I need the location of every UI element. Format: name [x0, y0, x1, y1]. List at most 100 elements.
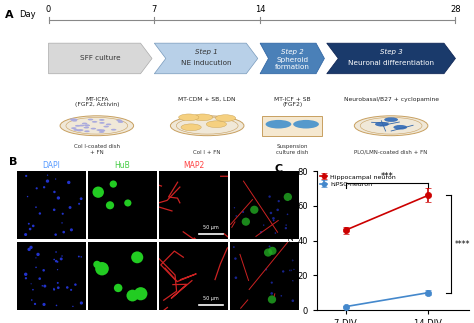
Circle shape — [264, 248, 272, 257]
Circle shape — [269, 245, 271, 247]
Circle shape — [274, 232, 276, 234]
Circle shape — [114, 284, 122, 292]
Circle shape — [62, 213, 64, 215]
Circle shape — [78, 129, 83, 131]
Circle shape — [80, 197, 82, 200]
Circle shape — [83, 127, 89, 129]
Circle shape — [77, 130, 82, 131]
Circle shape — [271, 282, 273, 284]
Text: Col I + FN: Col I + FN — [193, 150, 221, 155]
Text: MT-ICFA
(FGF2, Activin): MT-ICFA (FGF2, Activin) — [74, 97, 119, 108]
Circle shape — [111, 129, 117, 130]
Y-axis label: HuB⁺ / MAP2⁺ cells (%): HuB⁺ / MAP2⁺ cells (%) — [289, 199, 296, 282]
Text: Hippocampal neuron: Hippocampal neuron — [10, 174, 15, 236]
Circle shape — [56, 261, 58, 263]
Ellipse shape — [354, 116, 428, 136]
Circle shape — [53, 191, 56, 193]
Circle shape — [100, 129, 105, 131]
Circle shape — [69, 206, 72, 209]
Circle shape — [268, 247, 276, 255]
Circle shape — [84, 130, 90, 132]
Text: Step 3: Step 3 — [380, 48, 402, 55]
Circle shape — [46, 180, 49, 183]
Circle shape — [55, 305, 57, 306]
Circle shape — [270, 292, 273, 295]
Circle shape — [32, 224, 35, 227]
Circle shape — [55, 234, 57, 236]
Circle shape — [260, 231, 262, 233]
Text: Neuronal differentiation: Neuronal differentiation — [348, 60, 434, 66]
Circle shape — [292, 280, 293, 282]
Circle shape — [35, 266, 37, 268]
Circle shape — [393, 125, 407, 130]
Circle shape — [43, 186, 46, 188]
Text: 28: 28 — [450, 5, 461, 14]
Text: Day: Day — [18, 9, 35, 18]
Title: Merge: Merge — [253, 161, 276, 170]
Circle shape — [39, 212, 41, 215]
Circle shape — [73, 129, 79, 131]
Circle shape — [293, 269, 294, 270]
Text: Step 2: Step 2 — [281, 48, 304, 55]
Circle shape — [72, 306, 73, 307]
Circle shape — [70, 118, 75, 120]
Circle shape — [88, 119, 93, 120]
Circle shape — [216, 115, 236, 121]
Circle shape — [78, 203, 80, 205]
Circle shape — [92, 121, 97, 123]
Circle shape — [55, 251, 57, 253]
Circle shape — [24, 273, 27, 276]
Circle shape — [25, 175, 27, 177]
Circle shape — [206, 121, 227, 128]
Circle shape — [292, 260, 293, 261]
Circle shape — [287, 214, 288, 215]
Circle shape — [57, 282, 59, 284]
Circle shape — [43, 285, 46, 287]
Title: DAPI: DAPI — [43, 161, 60, 170]
Text: 14: 14 — [255, 5, 265, 14]
Text: PLO/LMN-coated dish + FN: PLO/LMN-coated dish + FN — [355, 150, 428, 155]
Circle shape — [24, 233, 27, 236]
Circle shape — [192, 114, 213, 121]
Text: C: C — [274, 164, 282, 174]
Circle shape — [250, 206, 258, 214]
Circle shape — [265, 268, 267, 270]
Text: MT-CDM + SB, LDN: MT-CDM + SB, LDN — [178, 97, 236, 102]
Circle shape — [272, 217, 275, 220]
Circle shape — [38, 277, 41, 280]
Circle shape — [292, 299, 294, 302]
Circle shape — [273, 220, 274, 221]
Circle shape — [27, 196, 28, 197]
Circle shape — [53, 209, 55, 211]
Circle shape — [54, 259, 55, 260]
Text: ***: *** — [381, 172, 393, 181]
Circle shape — [265, 120, 292, 129]
Circle shape — [384, 117, 398, 122]
Circle shape — [282, 270, 284, 273]
Text: NE inducution: NE inducution — [181, 60, 231, 66]
Polygon shape — [260, 43, 324, 74]
Circle shape — [75, 125, 81, 127]
Circle shape — [78, 255, 80, 257]
Legend: Hippocampal neuron, hiPSC-neuron: Hippocampal neuron, hiPSC-neuron — [320, 174, 396, 187]
Circle shape — [91, 128, 96, 130]
Circle shape — [82, 123, 87, 124]
Circle shape — [81, 256, 82, 258]
Circle shape — [55, 178, 56, 180]
Circle shape — [57, 287, 60, 289]
Circle shape — [47, 174, 48, 176]
Circle shape — [242, 211, 244, 213]
Circle shape — [106, 201, 114, 209]
Circle shape — [99, 119, 105, 121]
Circle shape — [63, 231, 65, 234]
Circle shape — [106, 123, 111, 125]
Circle shape — [92, 186, 104, 198]
Circle shape — [236, 215, 237, 217]
Circle shape — [99, 131, 104, 133]
Circle shape — [118, 120, 123, 122]
Circle shape — [27, 248, 31, 251]
Title: HuB: HuB — [115, 161, 130, 170]
Circle shape — [100, 130, 105, 131]
Circle shape — [42, 269, 45, 272]
Circle shape — [281, 295, 282, 297]
